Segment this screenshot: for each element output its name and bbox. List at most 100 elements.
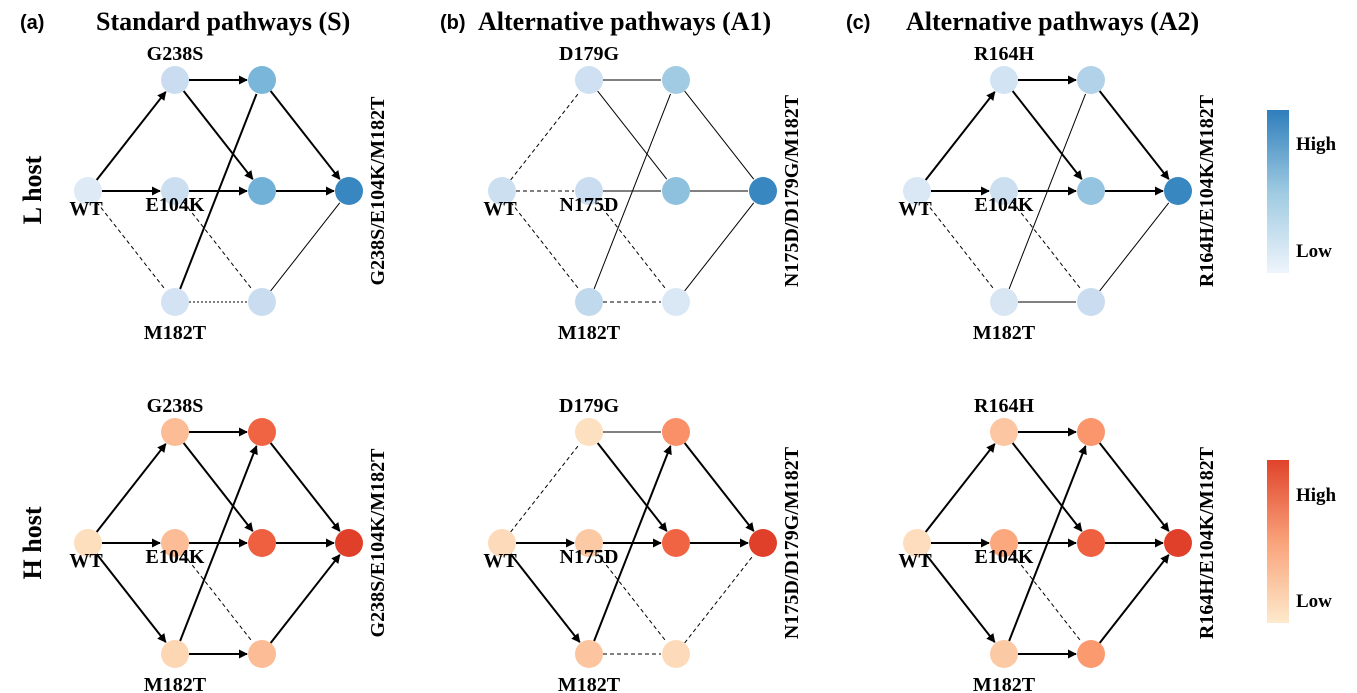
edge-bc-abc <box>270 202 341 292</box>
panel-a-title: Standard pathways (S) <box>96 7 350 36</box>
node-abc <box>749 529 777 557</box>
edge-ab-abc <box>1098 442 1170 532</box>
node-label-bot: M182T <box>973 322 1036 344</box>
edge-a-ac <box>182 442 254 532</box>
legend-h-host-high: High <box>1296 485 1337 506</box>
node-ac <box>1077 529 1105 557</box>
node-c <box>161 640 189 668</box>
node-label-final: N175D/D179G/M182T <box>781 446 803 639</box>
pathway-graphs: G238S E104K M182T WT G238S/E104K/M182T D179G N… <box>69 43 1218 693</box>
graph-blue-c: R164H E104K M182T WT R164H/E104K/M182T <box>898 43 1218 344</box>
node-ab <box>662 66 690 94</box>
node-ab <box>1077 418 1105 446</box>
node-label-mid: E104K <box>146 194 205 216</box>
node-ab <box>248 66 276 94</box>
edge-b-bc <box>597 553 668 643</box>
edge-a-ac <box>597 90 668 180</box>
panel-c-tag: (c) <box>846 12 870 34</box>
edge-b-bc <box>597 201 668 291</box>
edge-b-bc <box>183 201 254 291</box>
node-label-bot: M182T <box>558 322 621 344</box>
node-ab <box>662 418 690 446</box>
edge-bc-abc <box>269 554 341 644</box>
host-label-l: L host <box>18 155 47 224</box>
edge-wt-a <box>924 443 996 533</box>
edge-wt-a <box>95 443 167 533</box>
edge-a-ac <box>596 442 668 532</box>
edge-ab-abc <box>269 90 341 180</box>
legend-h-host: High Low <box>1267 460 1337 623</box>
panel-b-title: Alternative pathways (A1) <box>478 7 771 36</box>
node-ac <box>248 529 276 557</box>
node-abc <box>749 177 777 205</box>
edge-b-bc <box>1012 553 1083 643</box>
edge-wt-a <box>924 91 996 181</box>
node-wt <box>74 177 102 205</box>
edge-c-ab <box>1008 93 1086 290</box>
node-a <box>990 418 1018 446</box>
edge-wt-a <box>510 91 581 181</box>
node-label-wt: WT <box>898 198 932 220</box>
edge-a-ac <box>1011 90 1083 180</box>
node-wt <box>903 529 931 557</box>
node-b <box>990 177 1018 205</box>
node-label-final: G238S/E104K/M182T <box>367 96 389 286</box>
edge-a-ac <box>1011 442 1083 532</box>
node-c <box>575 288 603 316</box>
edge-ab-abc <box>269 442 341 532</box>
node-label-top: R164H <box>974 395 1034 417</box>
host-label-h: H host <box>18 506 47 579</box>
legend-l-host-high: High <box>1296 134 1337 155</box>
node-label-bot: M182T <box>558 674 621 693</box>
panel-c-title: Alternative pathways (A2) <box>906 7 1199 36</box>
node-b <box>575 529 603 557</box>
node-abc <box>1164 177 1192 205</box>
node-wt <box>74 529 102 557</box>
legend-l-host-low: Low <box>1296 241 1332 262</box>
node-wt <box>903 177 931 205</box>
node-ac <box>248 177 276 205</box>
edge-c-ab <box>593 93 671 290</box>
node-b <box>575 177 603 205</box>
node-label-final: R164H/E104K/M182T <box>1196 94 1218 287</box>
graph-blue-b: D179G N175D M182T WT N175D/D179G/M182T <box>483 43 803 344</box>
edge-bc-abc <box>684 554 755 644</box>
edge-b-bc <box>1012 201 1083 291</box>
node-abc <box>335 529 363 557</box>
node-ac <box>1077 177 1105 205</box>
legend-l-host: High Low <box>1267 110 1337 273</box>
edge-ab-abc <box>1098 90 1170 180</box>
node-bc <box>662 640 690 668</box>
node-label-wt: WT <box>69 550 103 572</box>
node-label-top: D179G <box>559 43 619 65</box>
edge-wt-c <box>95 553 167 643</box>
node-label-wt: WT <box>898 550 932 572</box>
node-label-top: D179G <box>559 395 619 417</box>
node-a <box>990 66 1018 94</box>
node-label-wt: WT <box>483 550 517 572</box>
node-c <box>990 640 1018 668</box>
node-label-top: G238S <box>147 43 204 65</box>
edge-c-ab <box>179 445 258 642</box>
edge-wt-c <box>96 201 167 291</box>
node-b <box>161 529 189 557</box>
panel-b-tag: (b) <box>440 12 466 34</box>
node-a <box>575 66 603 94</box>
node-label-mid: N175D <box>560 546 619 568</box>
edge-wt-c <box>924 553 996 643</box>
edge-wt-c <box>925 201 996 291</box>
node-b <box>990 529 1018 557</box>
edge-wt-a <box>510 443 581 533</box>
node-ac <box>662 529 690 557</box>
node-abc <box>335 177 363 205</box>
graph-red-b: D179G N175D M182T WT N175D/D179G/M182T <box>483 395 803 693</box>
node-label-bot: M182T <box>973 674 1036 693</box>
node-ac <box>662 177 690 205</box>
node-ab <box>248 418 276 446</box>
node-label-top: R164H <box>974 43 1034 65</box>
node-label-final: R164H/E104K/M182T <box>1196 446 1218 639</box>
edge-c-ab <box>179 93 258 290</box>
node-a <box>575 418 603 446</box>
edge-wt-c <box>510 201 581 291</box>
